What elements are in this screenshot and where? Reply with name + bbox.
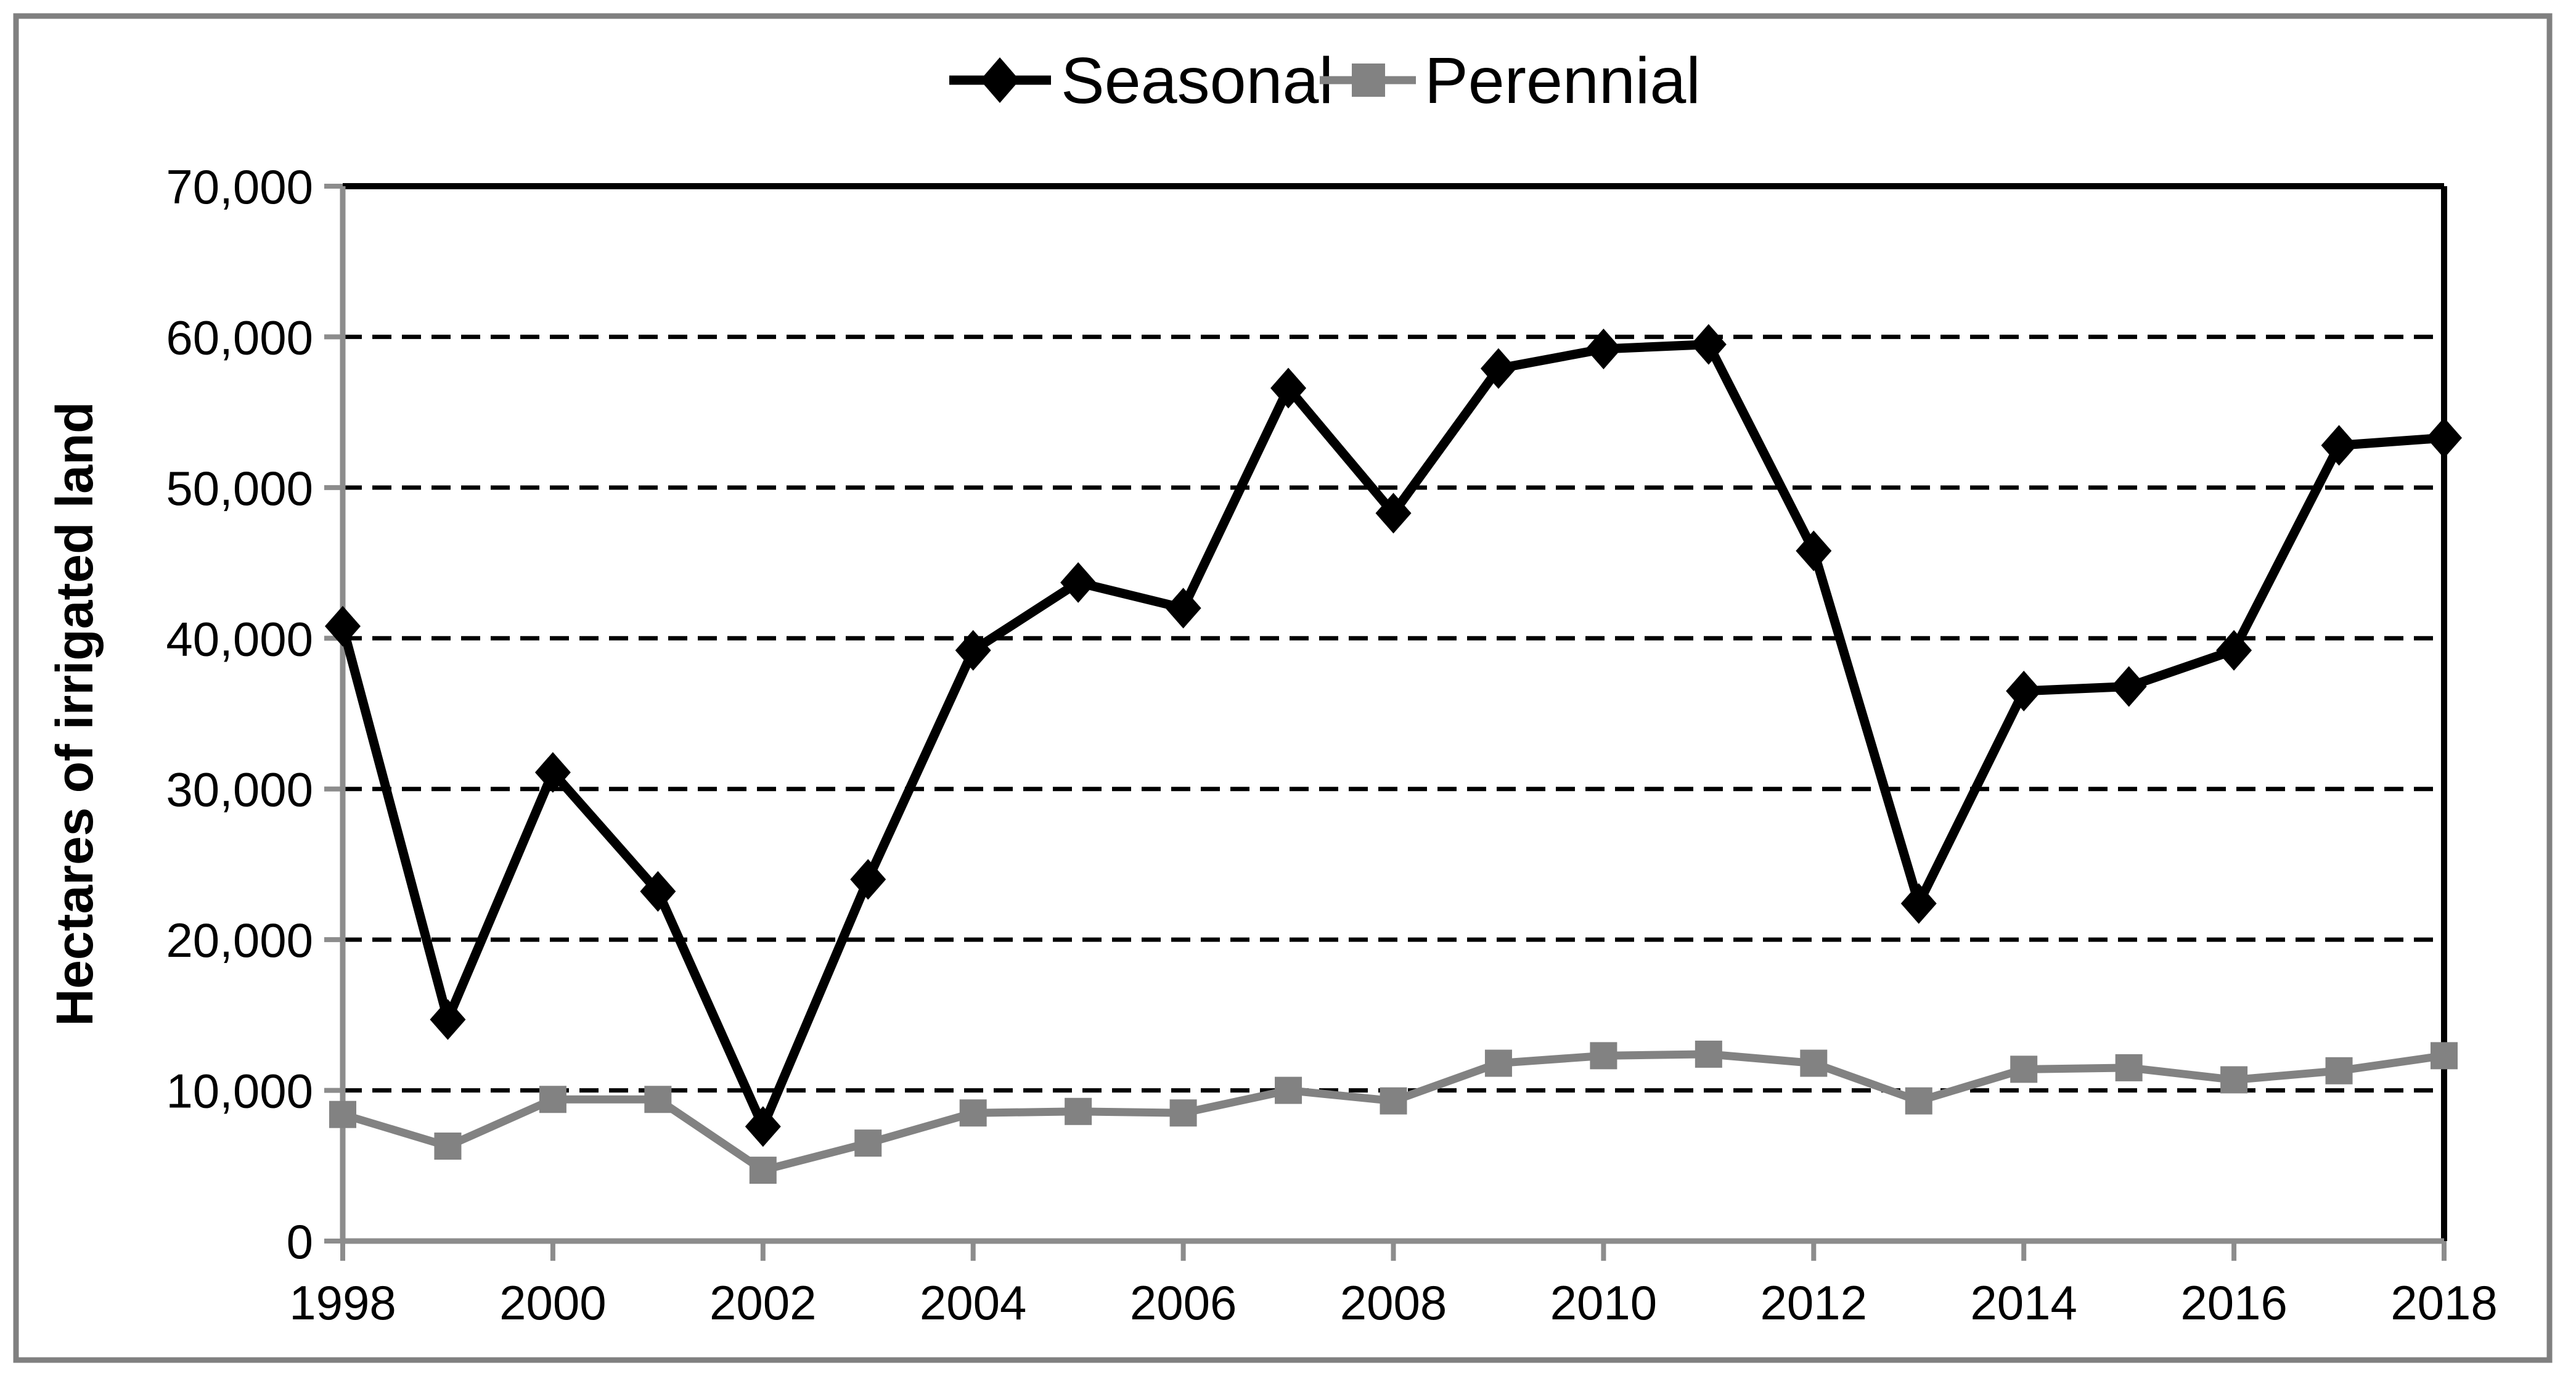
data-point-diamond-marker <box>534 752 571 793</box>
data-point-diamond-marker <box>1270 367 1307 409</box>
y-tick-label: 20,000 <box>166 913 313 967</box>
data-point-square-marker <box>1065 1097 1092 1125</box>
data-point-square-marker <box>959 1099 987 1127</box>
data-point-diamond-marker <box>2216 629 2252 671</box>
data-point-square-marker <box>539 1086 566 1113</box>
y-tick-label: 60,000 <box>166 310 313 364</box>
x-tick-label: 2010 <box>1550 1276 1658 1330</box>
data-point-diamond-marker <box>1060 562 1097 603</box>
y-tick-label: 40,000 <box>166 612 313 666</box>
data-point-diamond-marker <box>325 605 361 647</box>
data-point-diamond-marker <box>1796 530 1832 572</box>
y-tick-label: 70,000 <box>166 160 313 214</box>
legend-label: Perennial <box>1425 44 1701 117</box>
data-point-square-marker <box>2220 1066 2248 1094</box>
data-point-square-marker <box>749 1157 777 1184</box>
legend-item-seasonal: Seasonal <box>949 44 1333 117</box>
data-point-square-marker <box>1380 1087 1407 1115</box>
data-point-diamond-marker <box>1585 328 1622 369</box>
data-point-square-marker <box>2115 1054 2143 1081</box>
data-point-diamond-marker <box>1165 588 1201 629</box>
data-point-diamond-marker <box>955 629 991 671</box>
figure-border <box>13 13 2553 1363</box>
x-tick-label: 1998 <box>289 1276 396 1330</box>
y-axis-title: Hectares of irrigated land <box>46 402 104 1027</box>
x-tick-label: 2000 <box>499 1276 607 1330</box>
data-point-diamond-marker <box>1900 883 1937 924</box>
data-point-diamond-marker <box>430 999 466 1040</box>
x-tick-label: 2004 <box>920 1276 1027 1330</box>
data-point-square-marker <box>2010 1055 2038 1083</box>
legend-item-perennial: Perennial <box>1320 44 1701 117</box>
y-tick-label: 0 <box>287 1215 313 1269</box>
data-point-diamond-marker <box>2111 666 2147 707</box>
x-tick-label: 2018 <box>2390 1276 2498 1330</box>
diamond-marker-icon <box>980 57 1020 103</box>
data-point-diamond-marker <box>2321 425 2357 466</box>
data-point-square-marker <box>644 1086 672 1113</box>
data-point-square-marker <box>1590 1042 1617 1070</box>
data-point-square-marker <box>329 1100 356 1128</box>
data-point-square-marker <box>1800 1049 1828 1077</box>
data-point-diamond-marker <box>1480 348 1516 389</box>
data-point-diamond-marker <box>1375 493 1412 534</box>
data-point-square-marker <box>1275 1076 1302 1104</box>
x-tick-label: 2006 <box>1130 1276 1237 1330</box>
legend-label: Seasonal <box>1061 44 1333 117</box>
square-marker-icon <box>1352 64 1385 97</box>
x-tick-label: 2016 <box>2180 1276 2288 1330</box>
data-point-square-marker <box>1169 1099 1197 1127</box>
x-tick-label: 2002 <box>709 1276 817 1330</box>
data-point-diamond-marker <box>640 871 676 912</box>
x-tick-label: 2008 <box>1340 1276 1447 1330</box>
data-point-square-marker <box>1484 1049 1512 1077</box>
data-point-diamond-marker <box>850 859 886 900</box>
y-tick-label: 10,000 <box>166 1064 313 1118</box>
data-point-square-marker <box>1695 1040 1722 1068</box>
data-point-diamond-marker <box>1690 324 1727 365</box>
data-point-square-marker <box>1905 1087 1932 1115</box>
data-point-square-marker <box>2325 1057 2353 1084</box>
x-tick-label: 2012 <box>1760 1276 1868 1330</box>
x-tick-label: 2014 <box>1970 1276 2077 1330</box>
y-tick-label: 30,000 <box>166 763 313 817</box>
data-point-square-marker <box>854 1129 882 1157</box>
data-point-diamond-marker <box>2426 417 2462 459</box>
data-point-diamond-marker <box>2006 670 2042 711</box>
data-point-square-marker <box>2431 1042 2458 1070</box>
data-point-square-marker <box>434 1133 462 1160</box>
y-tick-label: 50,000 <box>166 461 313 515</box>
data-point-diamond-marker <box>745 1106 781 1147</box>
